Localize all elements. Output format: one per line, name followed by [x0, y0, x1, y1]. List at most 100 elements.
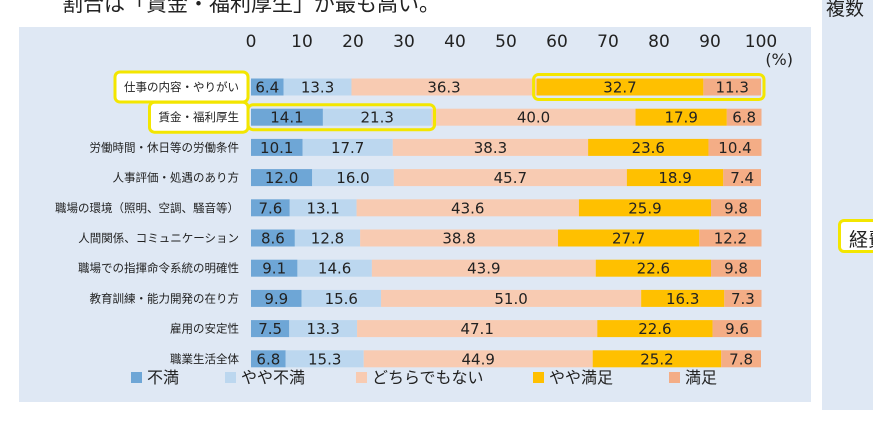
x-tick-label: 60: [546, 32, 568, 52]
bar-segment: [251, 199, 290, 217]
bar-value-label: 7.3: [731, 290, 755, 308]
category-label: 人事評価・処遇のあり方: [113, 171, 240, 185]
bar-segments: [251, 78, 762, 368]
bar-value-label: 7.8: [729, 350, 753, 368]
x-axis-ticks: 0 10 20 30 40 50 60 70 80 90 100: [246, 32, 778, 52]
bar-segment: [251, 350, 286, 368]
bar-segment: [251, 169, 313, 187]
category-label: 職業生活全体: [170, 352, 239, 366]
bar-segment: [635, 108, 727, 126]
bar-value-label: 13.3: [301, 79, 334, 97]
bar-value-label: 25.9: [628, 199, 661, 217]
bar-value-label: 10.4: [718, 139, 751, 157]
bar-segment: [595, 259, 712, 277]
stacked-bar-chart: 0 10 20 30 40 50 60 70 80 90 100 (%) 6.4 13.3 36.3 32…: [55, 32, 793, 387]
bar-segment: [251, 138, 303, 156]
bar-segment: [536, 78, 704, 96]
category-label: 職場の環境（照明、空調、騒音等）: [55, 201, 239, 215]
bar-segment: [251, 108, 323, 126]
bar-segment: [393, 169, 627, 187]
category-label: 労働時間・休日等の労働条件: [90, 140, 240, 154]
segment-highlight-box: [246, 103, 437, 132]
bar-value-label: 9.6: [725, 320, 749, 338]
bar-value-label: 6.8: [732, 109, 756, 127]
category-label: 雇用の安定性: [170, 322, 239, 336]
bar-segment: [351, 78, 537, 96]
bar-value-label: 40.0: [517, 109, 550, 127]
bar-value-label: 45.7: [494, 169, 527, 187]
bar-segment: [711, 259, 761, 277]
bar-value-label: 11.3: [715, 79, 748, 97]
bar-value-label: 12.8: [311, 230, 344, 248]
category-label: 人間関係、コミュニケーション: [78, 231, 239, 245]
bar-value-label: 15.6: [325, 290, 358, 308]
bar-value-label: 13.1: [306, 199, 339, 217]
x-tick-label: 90: [699, 32, 721, 52]
bar-segment: [251, 259, 298, 277]
bar-value-labels: 6.4 13.3 36.3 32.7 11.3 14.1 21.3 40.0 17.9 6.8 10…: [255, 79, 756, 369]
bar-segment: [726, 108, 762, 126]
bar-value-label: 15.3: [308, 350, 341, 368]
bar-segment: [703, 78, 761, 96]
legend-label: やや不満: [241, 368, 305, 387]
bar-value-label: 12.0: [265, 169, 298, 187]
category-label: 仕事の内容・やりがい: [124, 80, 239, 94]
adjacent-panel: [822, 0, 873, 410]
legend-swatch: [356, 372, 367, 383]
bar-segment: [289, 320, 358, 338]
highlight-boxes: [246, 73, 766, 132]
bar-segment: [251, 289, 302, 307]
bar-segment: [381, 289, 642, 307]
legend-swatch: [669, 372, 680, 383]
adjacent-panel-text: 複数: [826, 0, 865, 20]
bar-segment: [363, 350, 593, 368]
bar-segment: [721, 350, 761, 368]
bar-value-label: 25.2: [640, 350, 673, 368]
bar-segment: [285, 350, 364, 368]
bar-value-label: 10.1: [260, 139, 293, 157]
bar-segment: [588, 138, 709, 156]
bar-segment: [302, 138, 393, 156]
bar-segment: [711, 199, 761, 217]
adjacent-highlight-box: 経費: [838, 219, 873, 253]
bar-value-label: 36.3: [427, 79, 460, 97]
bar-segment: [322, 108, 432, 126]
bar-value-label: 9.9: [264, 290, 288, 308]
bar-segment: [357, 320, 598, 338]
bar-value-label: 7.6: [258, 199, 282, 217]
bar-segment: [578, 199, 712, 217]
bar-value-label: 12.2: [714, 230, 747, 248]
segment-highlight-box: [532, 73, 766, 101]
bar-value-label: 9.1: [262, 260, 286, 278]
bar-segment: [641, 289, 725, 307]
bar-segment: [626, 169, 724, 187]
bar-value-label: 23.6: [632, 139, 665, 157]
legend-label: 満足: [685, 368, 717, 387]
bar-segment: [392, 138, 589, 156]
bar-value-label: 16.0: [336, 169, 369, 187]
bar-value-label: 38.8: [442, 230, 475, 248]
bar-value-label: 6.8: [256, 350, 280, 368]
x-tick-label: 70: [597, 32, 619, 52]
legend-swatch: [533, 372, 544, 383]
bar-segment: [312, 169, 394, 187]
bar-value-label: 9.8: [724, 260, 748, 278]
bar-segment: [723, 169, 761, 187]
chart-panel: 0 10 20 30 40 50 60 70 80 90 100 (%) 6.4 13.3 36.3 32…: [19, 27, 811, 402]
bar-value-label: 17.9: [664, 109, 697, 127]
bar-segment: [360, 229, 559, 247]
x-axis-unit-label: (%): [765, 50, 793, 69]
bar-value-label: 7.5: [258, 320, 282, 338]
category-label: 教育訓練・能力開発の在り方: [90, 291, 240, 305]
category-labels: 仕事の内容・やりがい賃金・福利厚生労働時間・休日等の労働条件人事評価・処遇のあり…: [55, 70, 250, 366]
bar-segment: [251, 320, 290, 338]
legend-swatch: [225, 372, 236, 383]
x-tick-label: 100: [745, 32, 777, 52]
bar-value-label: 21.3: [361, 109, 394, 127]
x-tick-label: 30: [393, 32, 415, 52]
bar-segment: [294, 229, 361, 247]
x-tick-label: 50: [495, 32, 517, 52]
bar-value-label: 38.3: [474, 139, 507, 157]
bar-segment: [251, 78, 284, 96]
top-caption: 割合は「賃金・福利厚生」が最も高い。: [62, 0, 440, 16]
